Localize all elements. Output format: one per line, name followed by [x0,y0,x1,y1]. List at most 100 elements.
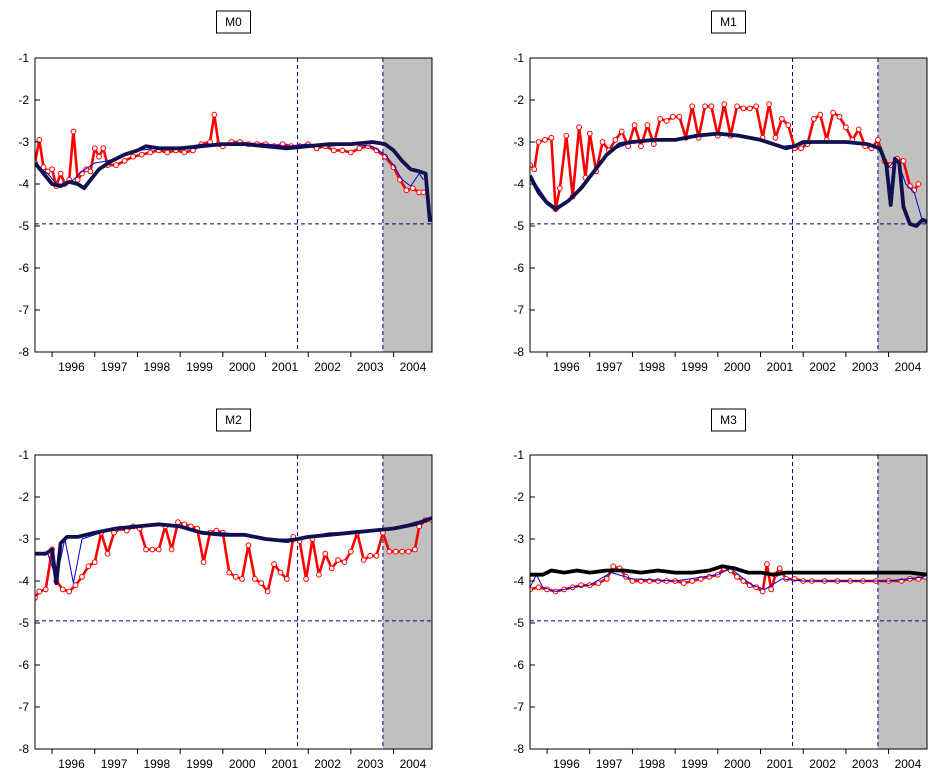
series-fitted-thick-line [35,140,432,222]
series-fitted-thin-line [530,567,925,593]
y-tick-label: -3 [18,135,29,149]
observed-point [612,137,619,143]
observed-point [356,145,363,152]
observed-point [530,162,533,168]
x-tick-label: 1996 [58,757,85,771]
observed-point [689,103,696,110]
observed-point [657,116,664,122]
observed-point [631,122,638,129]
observed-point [245,542,252,549]
observed-point [702,103,708,110]
panel-m1: M1 -1 -2 -3 -4 -5 -6 -7 -8 1996 1997 1998 1999 2000 20… [513,10,928,374]
observed-point [563,132,570,139]
observed-point [200,559,207,565]
observed-point [121,158,128,164]
observed-point [149,546,156,553]
observed-point [655,578,661,584]
observed-point [680,580,687,586]
series-observed-line [35,518,432,599]
observed-point [830,109,836,116]
observed-point [399,548,406,555]
x-tick-label: 2001 [272,360,299,374]
x-tick-label: 1997 [596,757,623,771]
observed-point [670,113,676,120]
observed-point [403,187,410,194]
observed-point [271,561,277,568]
observed-point [104,550,111,557]
observed-point [66,588,73,595]
observed-point [91,145,98,152]
y-tick-label: -8 [18,742,29,756]
title-box [216,408,251,432]
series-fitted-thin-line [35,517,432,584]
x-tick-label: 2004 [895,360,922,374]
shaded-region [382,455,432,749]
observed-point [36,588,43,595]
y-tick-label: -4 [513,574,524,588]
x-tick-label: 2004 [400,360,427,374]
observed-point [143,546,149,553]
observed-point [817,111,824,118]
x-tick-label: 1998 [143,757,170,771]
x-tick-label: 2004 [400,757,427,771]
series-observed-line [530,102,920,211]
x-tick-label: 1999 [681,360,708,374]
observed-point [785,122,792,129]
x-tick-label: 2002 [809,757,836,771]
series-fitted-thick-line [530,131,927,228]
observed-point [618,128,625,135]
observed-point [130,153,137,160]
y-tick-label: -1 [18,448,29,462]
series-observed-line [35,113,424,194]
observed-point [226,569,233,576]
y-tick-label: -3 [513,532,524,546]
observed-point [740,105,747,112]
observed-point [599,139,606,145]
y-tick-label: -6 [513,658,524,672]
observed-point [778,116,785,122]
y-tick-label: -5 [18,219,29,233]
plot-frame [529,454,928,750]
x-tick-label: 1999 [186,360,213,374]
observed-point [768,586,775,593]
observed-point [531,166,538,173]
observed-point [836,113,843,120]
observed-point [335,557,341,563]
x-tick-label: 1996 [553,360,580,374]
observed-point [386,548,393,555]
observed-point [49,166,55,173]
observed-point [915,181,922,187]
y-tick-label: -1 [513,51,524,65]
observed-point [211,111,218,118]
observed-point [708,103,715,110]
x-tick-label: 1998 [638,757,665,771]
y-tick-label: -7 [18,700,29,714]
observed-point [175,519,181,526]
x-tick-label: 2002 [314,757,341,771]
x-tick-label: 2001 [767,757,794,771]
y-tick-label: -8 [513,742,524,756]
observed-point [409,185,416,192]
observed-point [721,101,728,108]
observed-point [798,145,804,152]
observed-point [367,552,374,559]
observed-point [689,578,696,584]
observed-point [706,573,713,580]
observed-point [164,149,171,156]
panel-title: M2 [225,413,242,427]
x-tick-label: 2003 [357,360,384,374]
observed-point [303,576,309,582]
panel-m0: M0 -1 -2 -3 -4 -5 -6 -7 -8 1996 1997 1998 1999 2000 20… [18,10,433,374]
y-tick-label: -1 [18,51,29,65]
observed-point [638,143,644,150]
observed-point [753,103,760,110]
x-tick-label: 2000 [724,360,751,374]
x-tick-label: 1996 [553,757,580,771]
observed-point [91,559,98,565]
observed-point [772,134,779,141]
y-tick-label: -1 [513,448,524,462]
observed-point [147,149,154,156]
observed-point [776,565,783,572]
observed-point [330,147,337,154]
observed-point [70,128,77,135]
